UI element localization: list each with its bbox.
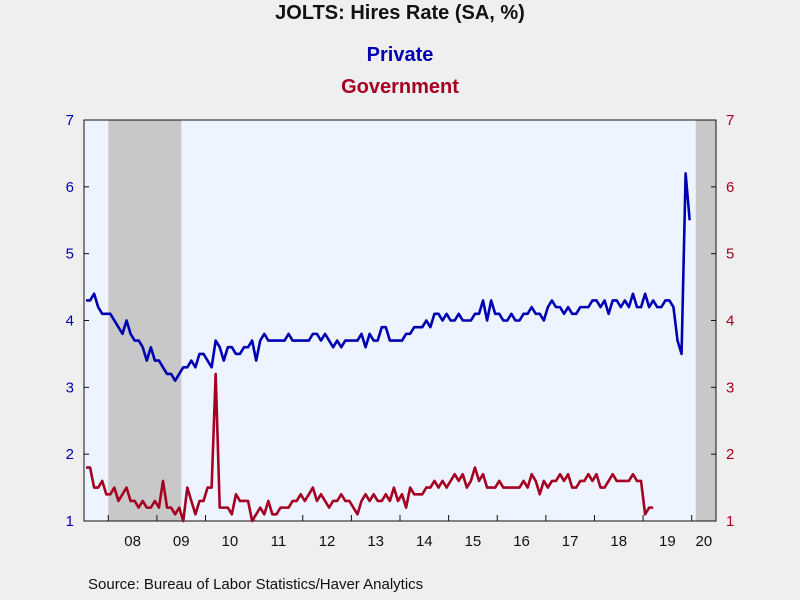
y-right-tick-label: 6: [726, 179, 734, 196]
x-tick-label: 13: [367, 533, 384, 550]
y-right-tick-label: 5: [726, 246, 734, 263]
y-left-tick-label: 5: [66, 246, 74, 263]
y-left-tick-label: 6: [66, 179, 74, 196]
x-tick-label: 10: [222, 533, 239, 550]
x-tick-label: 17: [562, 533, 579, 550]
legend-government: Government: [341, 76, 459, 98]
x-tick-label: 19: [659, 533, 676, 550]
y-left-tick-label: 1: [66, 513, 74, 530]
x-tick-label: 16: [513, 533, 530, 550]
y-right-tick-label: 4: [726, 313, 734, 330]
series-line-government: [86, 372, 654, 523]
recession-band-2: [695, 120, 716, 521]
y-right-tick-label: 1: [726, 513, 734, 530]
x-tick-label: 09: [173, 533, 190, 550]
x-tick-label: 14: [416, 533, 433, 550]
series-line-private: [86, 172, 691, 382]
recession-band-1: [108, 120, 182, 521]
y-left-tick-label: 3: [66, 379, 74, 396]
y-right-tick-label: 2: [726, 446, 734, 463]
y-left-tick-label: 2: [66, 446, 74, 463]
y-left-tick-label: 4: [66, 313, 74, 330]
x-tick-label: 18: [610, 533, 627, 550]
source-note: Source: Bureau of Labor Statistics/Haver…: [88, 576, 424, 593]
plot-area: [84, 120, 716, 521]
x-tick-label: 15: [465, 533, 482, 550]
chart-title: JOLTS: Hires Rate (SA, %): [275, 2, 525, 24]
x-tick-label: 20: [696, 533, 713, 550]
x-tick-label: 12: [319, 533, 336, 550]
x-tick-label: 11: [271, 533, 287, 550]
legend-private: Private: [366, 44, 434, 66]
y-right-tick-label: 3: [726, 379, 734, 396]
x-tick-label: 08: [124, 533, 141, 550]
y-right-tick-label: 7: [726, 112, 734, 129]
y-left-tick-label: 7: [66, 112, 74, 129]
